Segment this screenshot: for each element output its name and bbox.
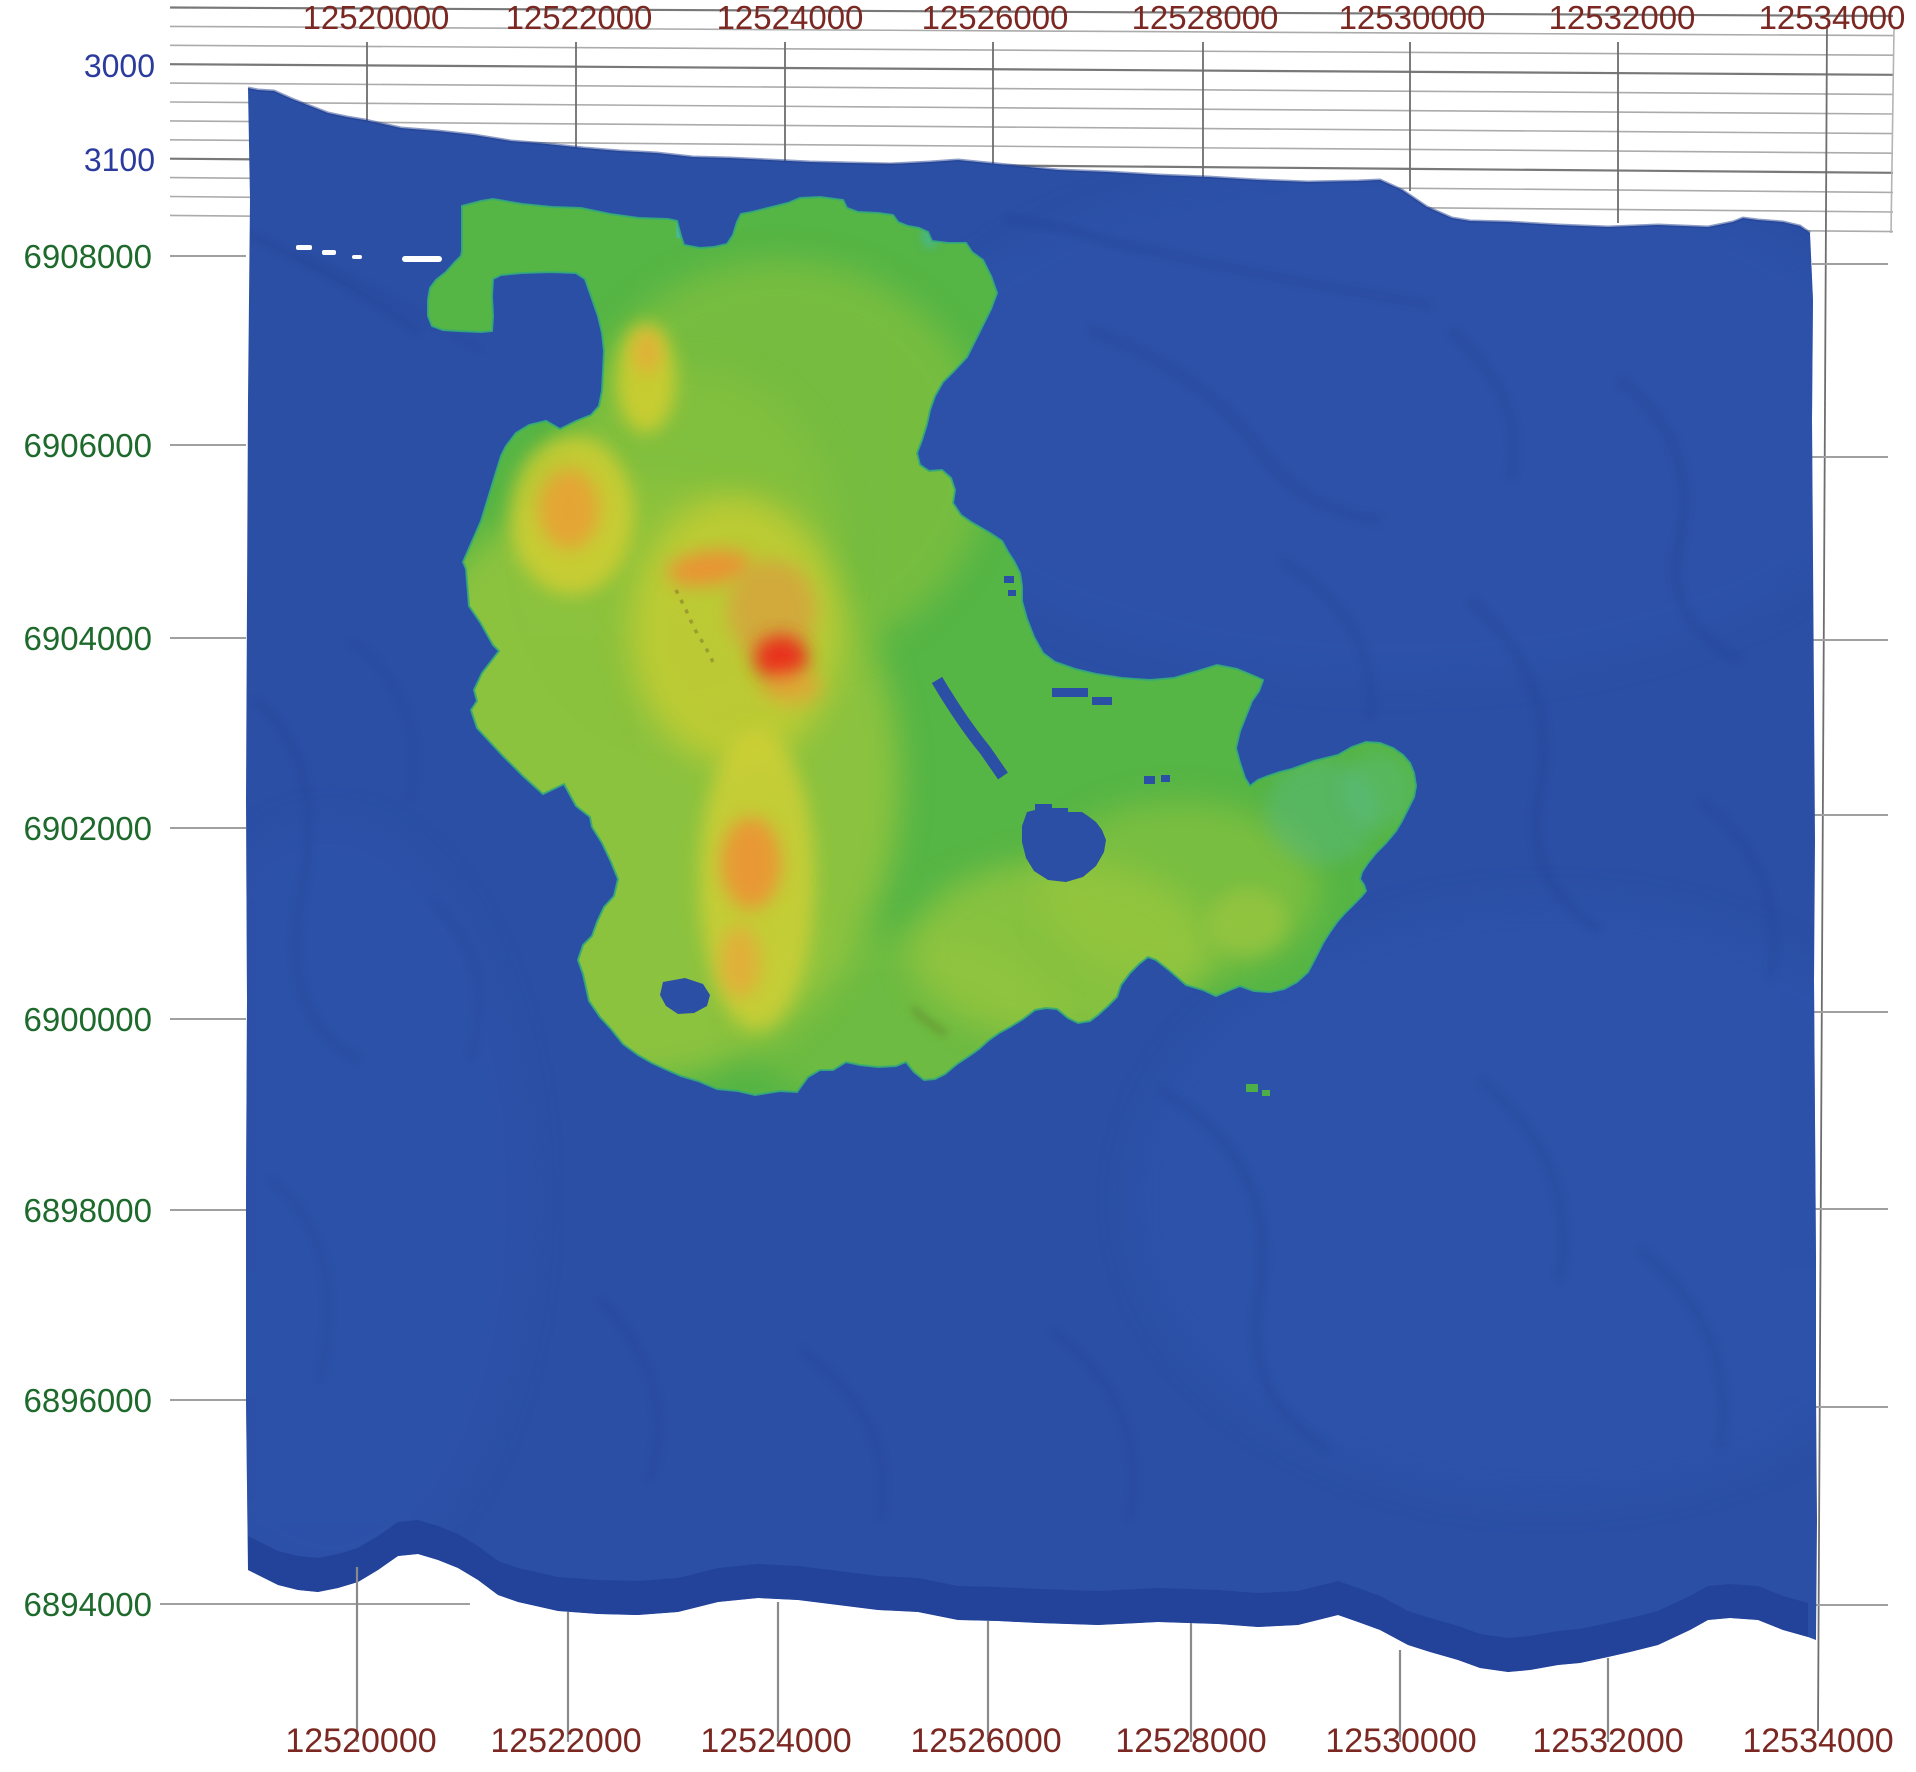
svg-text:3000: 3000	[84, 48, 155, 84]
svg-text:12530000: 12530000	[1325, 1722, 1476, 1760]
svg-text:6902000: 6902000	[24, 810, 152, 847]
svg-text:12524000: 12524000	[717, 0, 864, 36]
svg-text:3100: 3100	[84, 142, 155, 178]
svg-text:12526000: 12526000	[910, 1722, 1061, 1760]
svg-text:6900000: 6900000	[24, 1001, 152, 1038]
svg-text:6906000: 6906000	[24, 427, 152, 464]
svg-text:6894000: 6894000	[24, 1586, 152, 1623]
svg-text:12528000: 12528000	[1132, 0, 1279, 36]
svg-text:12534000: 12534000	[1759, 0, 1906, 36]
svg-text:12520000: 12520000	[303, 0, 450, 36]
svg-text:12522000: 12522000	[490, 1722, 641, 1760]
svg-text:6898000: 6898000	[24, 1192, 152, 1229]
svg-text:12532000: 12532000	[1532, 1722, 1683, 1760]
svg-text:6896000: 6896000	[24, 1382, 152, 1419]
svg-text:12528000: 12528000	[1115, 1722, 1266, 1760]
svg-text:6908000: 6908000	[24, 238, 152, 275]
svg-text:12526000: 12526000	[922, 0, 1069, 36]
svg-text:6904000: 6904000	[24, 620, 152, 657]
svg-text:12530000: 12530000	[1339, 0, 1486, 36]
svg-text:12520000: 12520000	[285, 1722, 436, 1760]
svg-text:12522000: 12522000	[506, 0, 653, 36]
svg-text:12524000: 12524000	[700, 1722, 851, 1760]
svg-text:12532000: 12532000	[1549, 0, 1696, 36]
svg-text:12534000: 12534000	[1742, 1722, 1893, 1760]
